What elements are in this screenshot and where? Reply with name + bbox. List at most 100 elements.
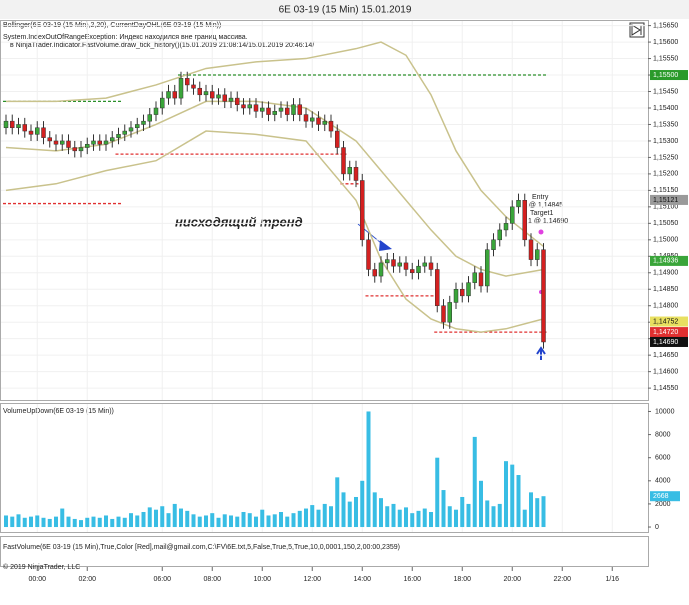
candle-body [353, 167, 359, 181]
candle-body [285, 107, 290, 115]
volume-bar [241, 512, 246, 528]
candle-body [41, 127, 46, 138]
candle-body [416, 265, 421, 274]
y-tick-label: 1,14550 [653, 385, 678, 392]
volume-bar [197, 516, 202, 528]
volume-bar [347, 501, 352, 528]
price-marker [650, 255, 688, 266]
volume-bar [185, 510, 190, 528]
volume-bar [379, 498, 383, 528]
x-tick-label: 08:00 [203, 576, 221, 583]
volume-bar [204, 515, 208, 528]
y-tick-label: 1,15650 [653, 22, 678, 29]
entry-dot [538, 229, 544, 235]
candle-body [91, 140, 96, 145]
volume-bar [172, 503, 177, 528]
x-tick-label: 00:00 [28, 576, 46, 583]
volume-bar [60, 508, 65, 528]
candle-body [253, 104, 259, 112]
volume-title: VolumeUpDown(6E 03-19 (15 Min)) [3, 408, 114, 415]
candle-body [235, 97, 240, 105]
volume-bar [329, 506, 333, 528]
x-tick-label: 20:00 [503, 576, 521, 583]
volume-bar [229, 515, 233, 528]
trade-label: 1 @ 1,14845 [523, 202, 563, 209]
candle-body [66, 140, 71, 148]
volume-bar [279, 512, 283, 528]
volume-bar [416, 510, 421, 528]
volume-bar [85, 517, 90, 528]
candle-body [147, 114, 152, 122]
y-tick-label: 1,14600 [653, 368, 678, 375]
price-marker [650, 336, 688, 347]
volume-bar [222, 514, 227, 528]
volume-bar [466, 503, 471, 528]
volume-bar [516, 475, 521, 528]
volume-bar [266, 515, 271, 528]
candle-body [272, 111, 277, 115]
price-marker-label: 1,15500 [653, 72, 678, 79]
price-marker [650, 327, 688, 338]
candle-body [291, 104, 296, 115]
candle-body [303, 114, 309, 122]
price-marker-label: 1,14720 [653, 329, 678, 336]
y-tick-label: 1,15100 [653, 204, 678, 211]
candle-body [141, 120, 146, 125]
volume-bar [535, 498, 540, 528]
volume-bar [447, 506, 452, 528]
y-tick-label: 1,15350 [653, 121, 678, 128]
y-tick-label: 0 [655, 524, 659, 531]
candle-body [53, 140, 59, 145]
volume-bar [235, 516, 240, 528]
candle-body [491, 239, 496, 250]
trend-arrowhead [379, 240, 392, 251]
candle-body [160, 97, 165, 109]
candle-body [203, 91, 209, 96]
candle-body [153, 107, 159, 115]
candle-body [466, 282, 471, 297]
volume-bar [22, 517, 27, 528]
candle-body [541, 249, 546, 343]
x-tick-label: 22:00 [553, 576, 571, 583]
candle-body [403, 262, 409, 270]
candle-body [241, 104, 246, 109]
volume-bar [285, 516, 290, 528]
candle-body [341, 147, 346, 175]
volume-bar [335, 477, 340, 528]
candle-body [397, 262, 402, 267]
bollinger-band [5, 130, 544, 333]
candle-body [391, 259, 396, 267]
volume-bar [454, 509, 458, 528]
y-tick-label: 1,15000 [653, 237, 678, 244]
volume-bar [91, 516, 96, 528]
x-tick-label: 16:00 [403, 576, 421, 583]
price-panel [0, 20, 649, 401]
candle-body [297, 104, 302, 115]
volume-bar [29, 516, 33, 528]
volume-bar [460, 496, 465, 528]
volume-bar [522, 509, 527, 528]
x-tick-label: 10:00 [253, 576, 271, 583]
candle-body [360, 180, 365, 241]
y-tick-label: 8000 [655, 431, 671, 438]
volume-bar [66, 516, 71, 528]
volume-bar [316, 509, 321, 528]
y-tick-label: 1,15400 [653, 105, 678, 112]
candle-body [510, 206, 515, 224]
volume-bar [154, 509, 158, 528]
candle-body [453, 288, 459, 303]
candle-body [178, 78, 184, 99]
panel-icon[interactable] [629, 22, 645, 38]
candle-body [191, 84, 196, 89]
price-marker-label: 1,14936 [653, 258, 678, 265]
volume-bar [341, 492, 346, 528]
candle-body [16, 124, 21, 129]
volume-bar [410, 513, 415, 528]
legend-line: System.IndexOutOfRangeException: Индекс … [3, 34, 248, 41]
candle-body [266, 107, 271, 115]
candle-body [110, 137, 115, 142]
candle-body [60, 140, 65, 145]
price-marker [650, 70, 688, 81]
volume-bar [104, 515, 108, 528]
volume-bar [385, 506, 390, 528]
